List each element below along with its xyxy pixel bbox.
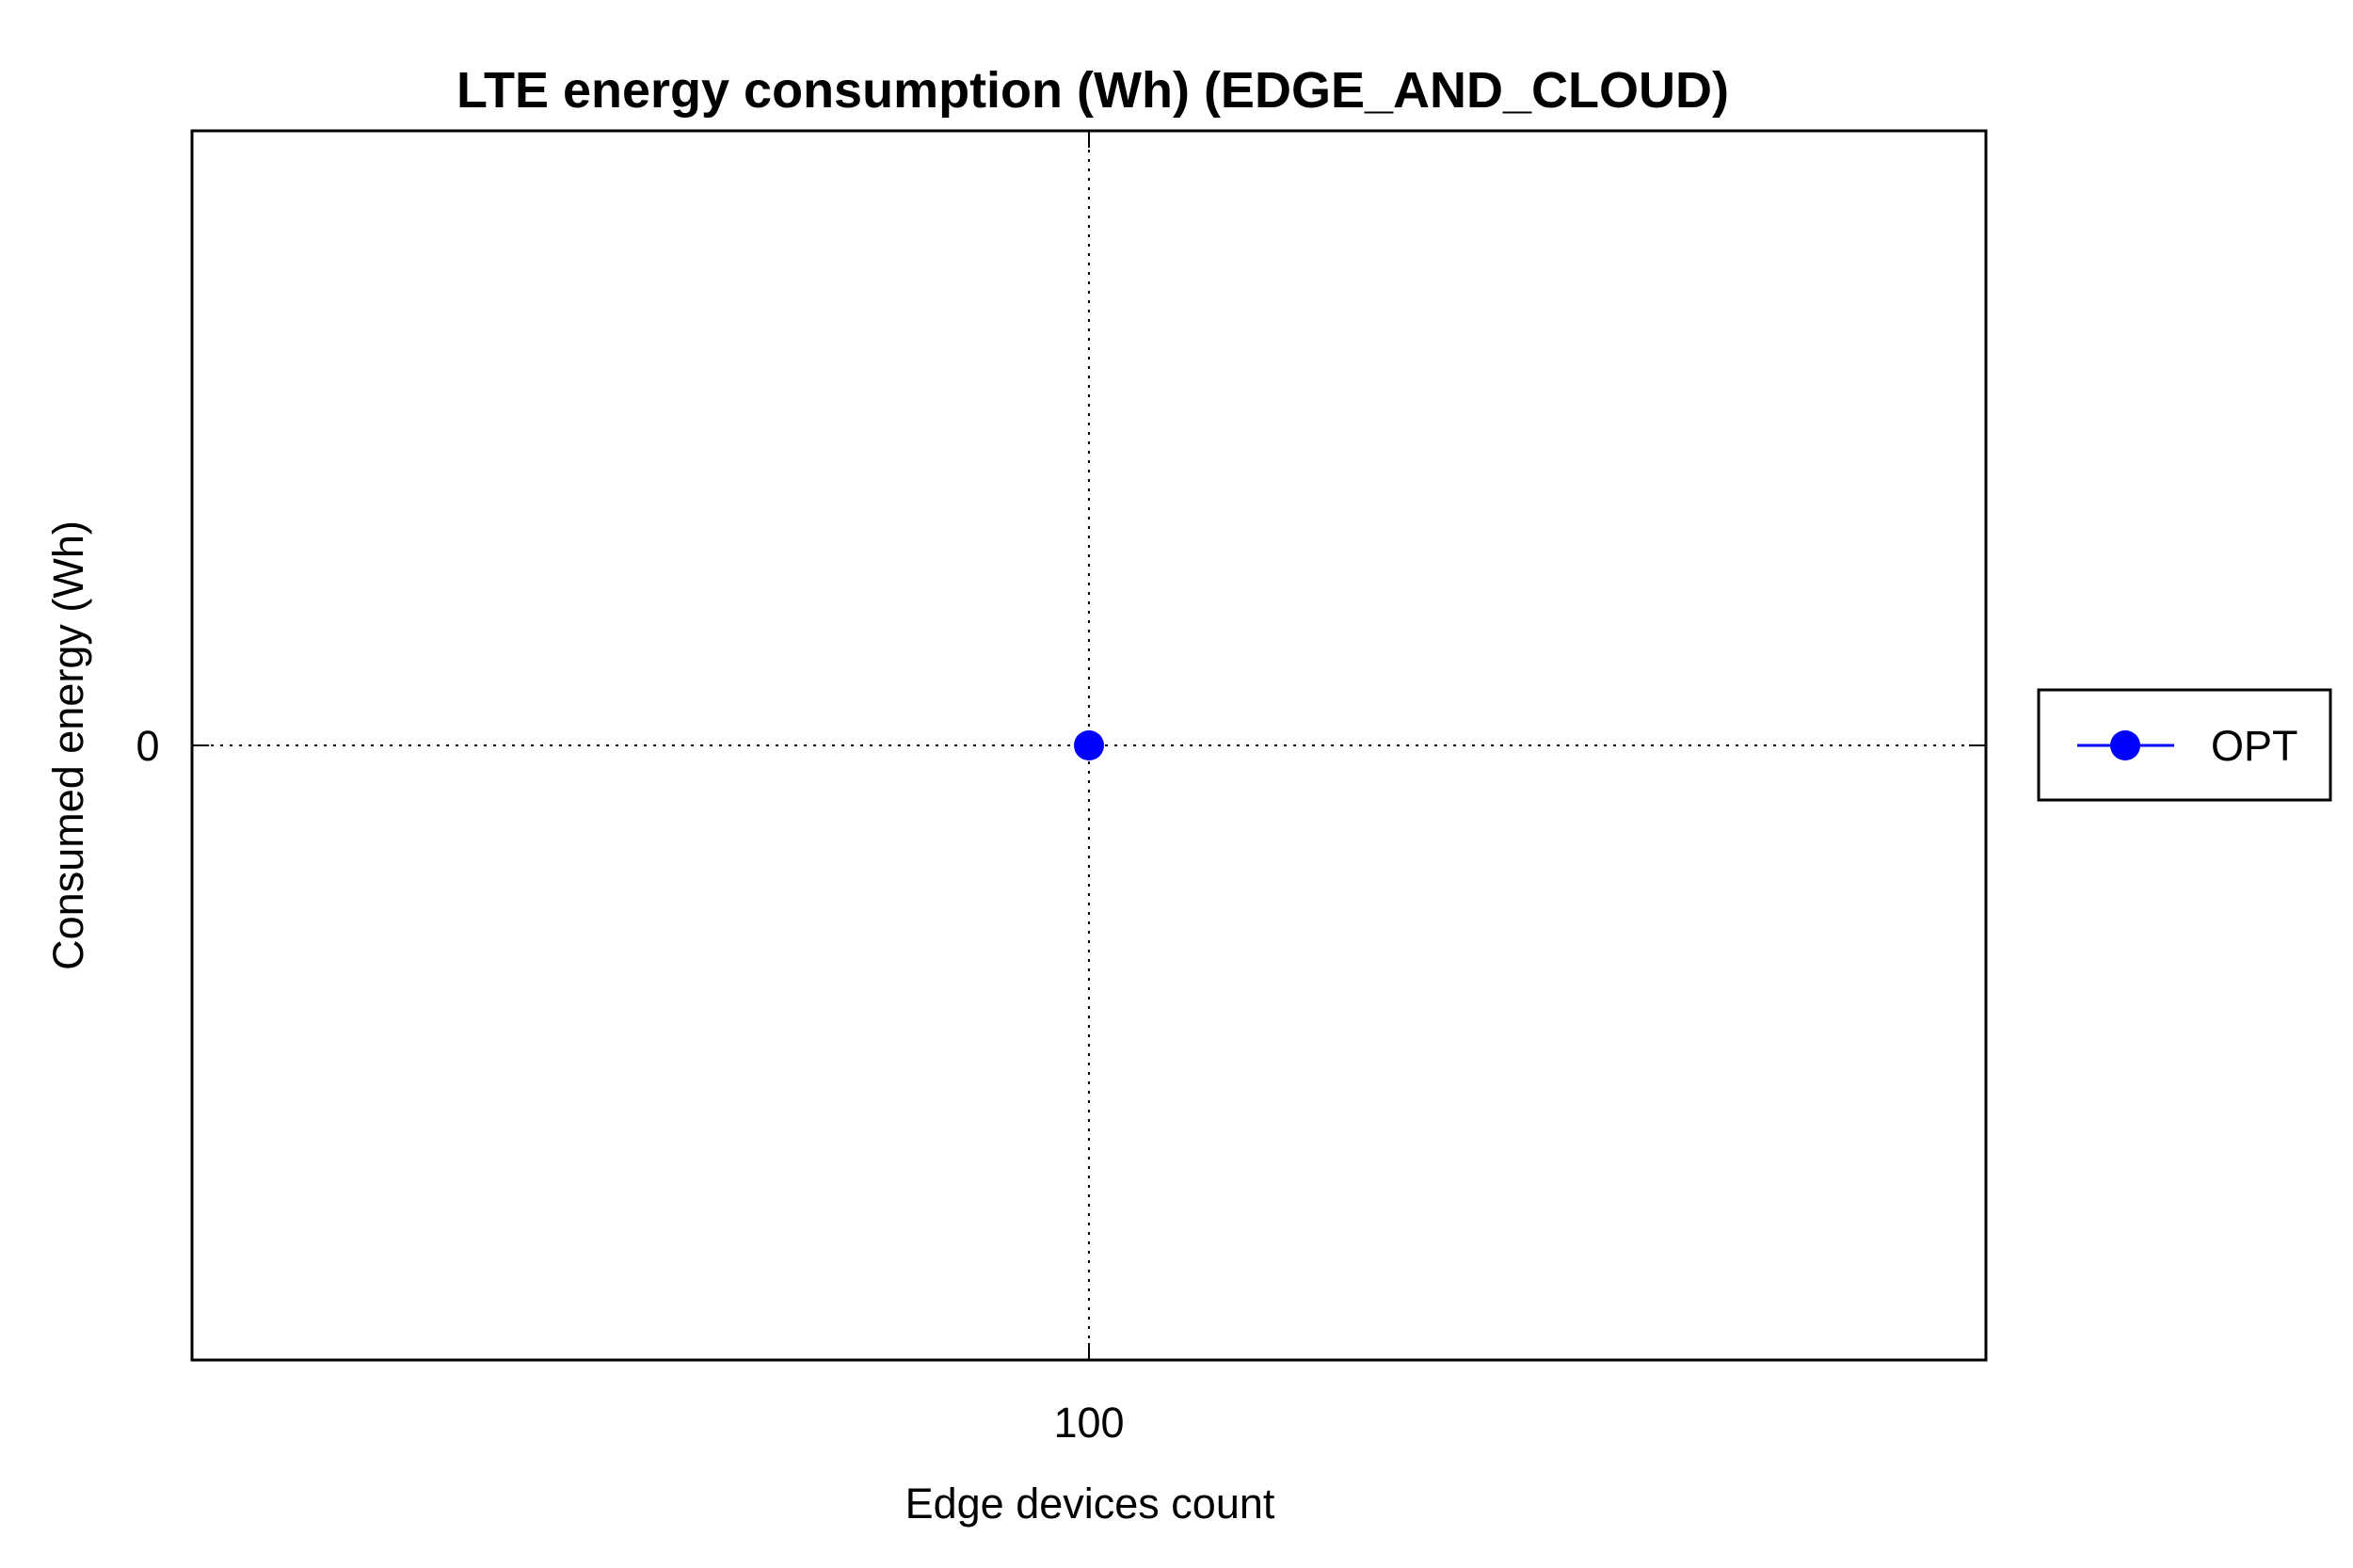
legend: OPT bbox=[2037, 688, 2332, 802]
x-axis-label: Edge devices count bbox=[905, 1480, 1275, 1528]
series-layer bbox=[1074, 730, 1104, 760]
x-tick-label: 100 bbox=[1053, 1399, 1124, 1447]
plot-frame bbox=[190, 129, 1988, 1362]
legend-marker-opt bbox=[2110, 730, 2140, 760]
tick-layer: 100 0 bbox=[136, 131, 1986, 1447]
y-tick-label: 0 bbox=[136, 722, 159, 770]
data-point-opt bbox=[1074, 730, 1104, 760]
legend-label-opt: OPT bbox=[2211, 722, 2298, 770]
chart-title: LTE energy consumption (Wh) (EDGE_AND_CL… bbox=[456, 62, 1729, 119]
y-axis-label: Consumed energy (Wh) bbox=[44, 520, 92, 970]
